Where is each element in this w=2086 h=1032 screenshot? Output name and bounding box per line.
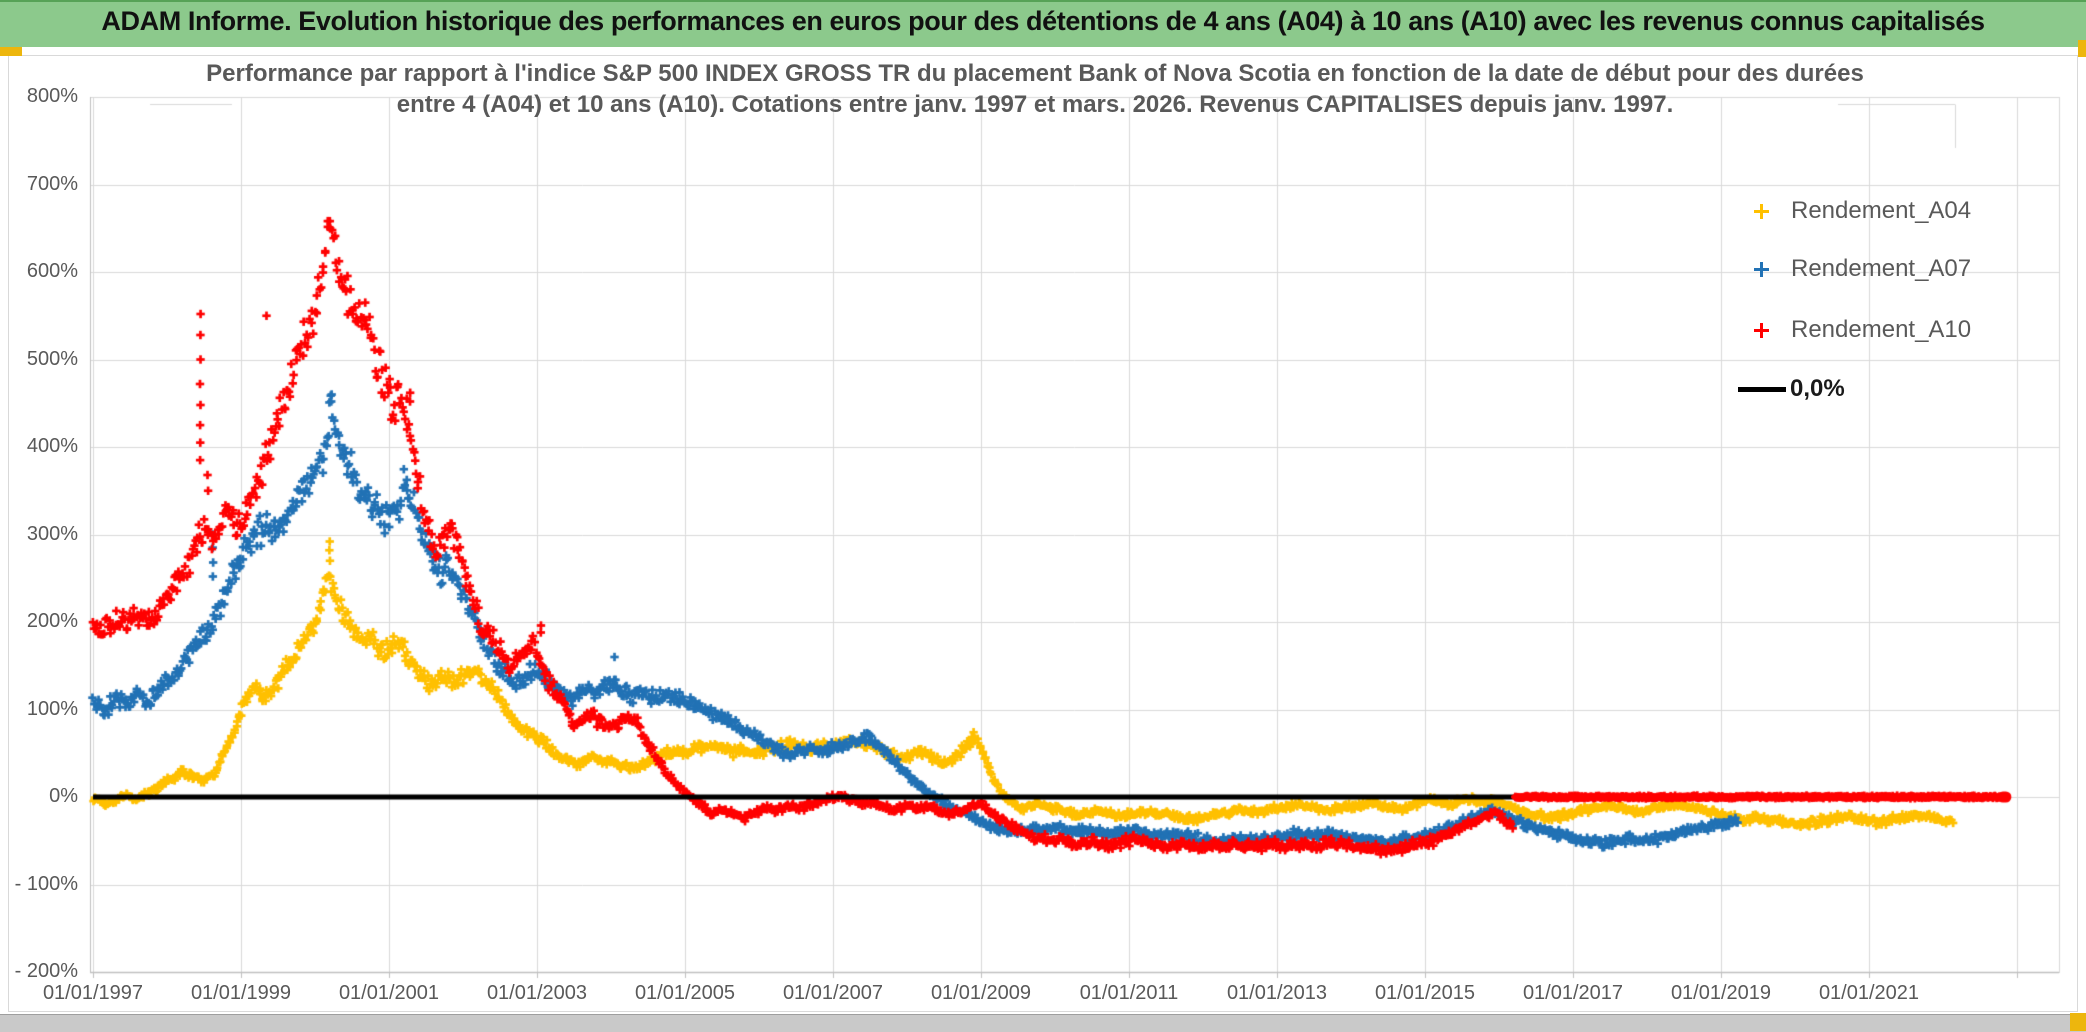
x-tick-label: 01/01/2011 xyxy=(1079,982,1179,1004)
x-tick-label: 01/01/2013 xyxy=(1226,982,1328,1004)
x-tick-label: 01/01/2015 xyxy=(1374,982,1476,1004)
y-tick-label: 100% xyxy=(26,697,78,720)
legend-label-a04: Rendement_A04 xyxy=(1791,197,1972,224)
legend-item-rendement-a10[interactable]: Rendement_A10 xyxy=(1734,316,1971,344)
zero-line-icon xyxy=(1738,386,1786,392)
y-tick-label: 0% xyxy=(49,785,78,807)
y-tick-label: 400% xyxy=(26,435,78,457)
legend-item-rendement-a04[interactable]: Rendement_A04 xyxy=(1734,197,1971,225)
y-tick-label: 600% xyxy=(26,260,78,282)
x-tick-label: 01/01/1997 xyxy=(42,982,144,1004)
x-tick-label: 01/01/2007 xyxy=(782,982,884,1004)
legend-label-a10: Rendement_A10 xyxy=(1791,316,1972,343)
plus-marker-icon xyxy=(1754,203,1769,219)
x-tick-label: 01/01/2005 xyxy=(634,982,736,1004)
chart-title-line-1: Performance par rapport à l'indice S&P 5… xyxy=(206,60,1864,87)
report-title: ADAM Informe. Evolution historique des p… xyxy=(101,6,1985,36)
legend-label-zero: 0,0% xyxy=(1790,375,1845,402)
y-tick-label: - 200% xyxy=(14,960,78,982)
x-tick-label: 01/01/2019 xyxy=(1670,982,1772,1004)
plus-marker-icon xyxy=(1754,261,1769,277)
y-tick-label: 500% xyxy=(26,347,78,370)
x-tick-label: 01/01/2021 xyxy=(1818,982,1920,1004)
chart-title: Performance par rapport à l'indice S&P 5… xyxy=(8,58,2062,120)
x-tick-label: 01/01/2009 xyxy=(930,982,1032,1004)
legend-item-rendement-a07[interactable]: Rendement_A07 xyxy=(1734,255,1971,283)
y-tick-label: 800% xyxy=(26,85,78,107)
x-tick-label: 01/01/2017 xyxy=(1522,982,1624,1004)
x-tick-label: 01/01/1999 xyxy=(190,982,292,1004)
legend-item-zero-line[interactable]: 0,0% xyxy=(1734,375,1845,403)
y-tick-label: 300% xyxy=(26,522,78,545)
report-header: ADAM Informe. Evolution historique des p… xyxy=(0,0,2086,47)
chart-title-line-2: entre 4 (A04) et 10 ans (A10). Cotations… xyxy=(396,91,1674,118)
y-tick-label: - 100% xyxy=(14,872,78,895)
x-tick-label: 01/01/2001 xyxy=(338,982,440,1004)
bottom-strip xyxy=(0,1014,2086,1032)
accent-left xyxy=(0,47,22,56)
legend-label-a07: Rendement_A07 xyxy=(1791,255,1972,282)
y-tick-label: 700% xyxy=(26,172,78,195)
x-tick-label: 01/01/2003 xyxy=(486,982,588,1004)
accent-right-top xyxy=(2078,40,2086,57)
plus-marker-icon xyxy=(1754,322,1769,338)
accent-bottom-right xyxy=(2070,1013,2086,1031)
y-tick-label: 200% xyxy=(26,610,78,632)
